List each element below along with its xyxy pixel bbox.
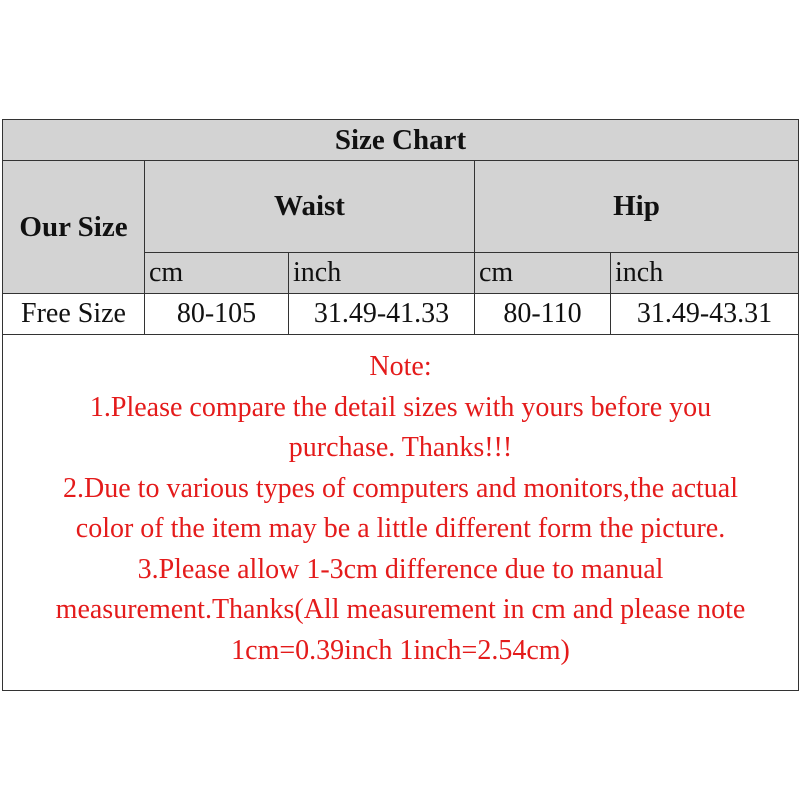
note-section: Note: 1.Please compare the detail sizes … — [1, 334, 800, 691]
waist-inch-cell: 31.49-41.33 — [288, 293, 475, 335]
note-line: color of the item may be a little differ… — [75, 513, 726, 544]
table-title: Size Chart — [1, 119, 800, 161]
unit-hip-inch: inch — [609, 252, 800, 294]
note-line: 1.Please compare the detail sizes with y… — [89, 391, 712, 423]
header-waist: Waist — [144, 160, 475, 253]
size-cell: Free Size — [2, 293, 145, 335]
note-line: Note: — [369, 351, 432, 382]
note-line: 3.Please allow 1-3cm difference due to m… — [137, 553, 664, 585]
header-hip: Hip — [473, 160, 800, 253]
unit-hip-cm: cm — [474, 252, 611, 294]
table-row: Free Size 80-105 31.49-41.33 80-110 31.4… — [2, 293, 800, 335]
header-our-size: Our Size — [2, 160, 145, 294]
note-line: measurement.Thanks(All measurement in cm… — [55, 594, 746, 625]
note-line: 2.Due to various types of computers and … — [63, 472, 738, 504]
note-line: purchase. Thanks!!! — [288, 432, 513, 463]
unit-waist-cm: cm — [144, 252, 289, 294]
unit-waist-inch: inch — [288, 252, 475, 294]
hip-cm-cell: 80-110 — [474, 293, 611, 335]
waist-cm-cell: 80-105 — [144, 293, 289, 335]
size-chart-table: Size Chart Our Size Waist Hip cm inch cm… — [1, 119, 800, 691]
hip-inch-cell: 31.49-43.31 — [609, 293, 800, 335]
note-line: 1cm=0.39inch 1inch=2.54cm) — [231, 634, 570, 666]
